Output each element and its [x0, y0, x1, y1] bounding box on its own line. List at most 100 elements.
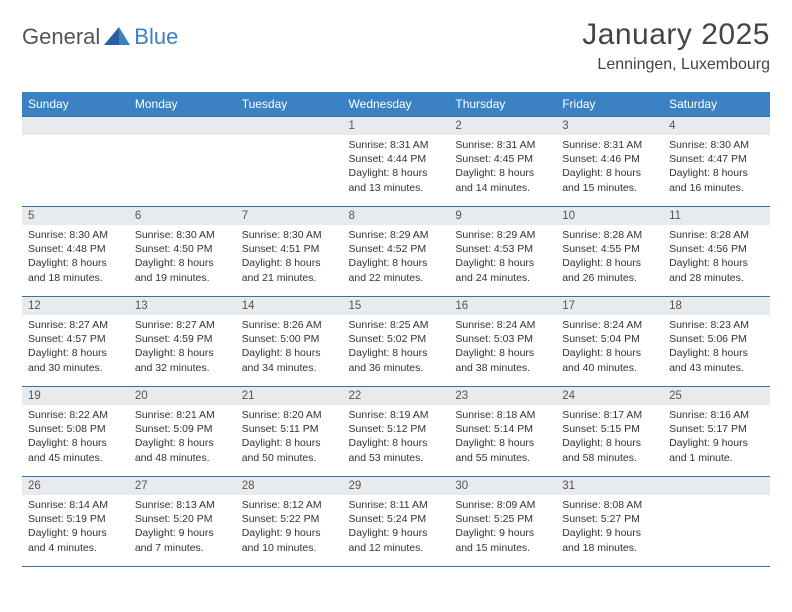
day-number: 11: [663, 207, 770, 225]
calendar-day-cell: 20Sunrise: 8:21 AMSunset: 5:09 PMDayligh…: [129, 387, 236, 477]
weekday-header: Friday: [556, 92, 663, 117]
day-number: 18: [663, 297, 770, 315]
calendar-day-cell: 27Sunrise: 8:13 AMSunset: 5:20 PMDayligh…: [129, 477, 236, 567]
calendar-body: 1Sunrise: 8:31 AMSunset: 4:44 PMDaylight…: [22, 117, 770, 567]
day-number-empty: [22, 117, 129, 135]
day-details: Sunrise: 8:20 AMSunset: 5:11 PMDaylight:…: [236, 405, 343, 471]
calendar-day-cell: 23Sunrise: 8:18 AMSunset: 5:14 PMDayligh…: [449, 387, 556, 477]
calendar-week-row: 19Sunrise: 8:22 AMSunset: 5:08 PMDayligh…: [22, 387, 770, 477]
calendar-day-cell: 2Sunrise: 8:31 AMSunset: 4:45 PMDaylight…: [449, 117, 556, 207]
calendar-day-cell: 25Sunrise: 8:16 AMSunset: 5:17 PMDayligh…: [663, 387, 770, 477]
calendar-week-row: 12Sunrise: 8:27 AMSunset: 4:57 PMDayligh…: [22, 297, 770, 387]
day-number: 8: [343, 207, 450, 225]
day-number: 14: [236, 297, 343, 315]
day-number: 27: [129, 477, 236, 495]
calendar-day-cell: [663, 477, 770, 567]
calendar-table: Sunday Monday Tuesday Wednesday Thursday…: [22, 92, 770, 567]
day-number-empty: [236, 117, 343, 135]
header: General Blue January 2025 Lenningen, Lux…: [22, 18, 770, 74]
calendar-week-row: 26Sunrise: 8:14 AMSunset: 5:19 PMDayligh…: [22, 477, 770, 567]
day-details: Sunrise: 8:13 AMSunset: 5:20 PMDaylight:…: [129, 495, 236, 561]
day-number: 28: [236, 477, 343, 495]
weekday-header-row: Sunday Monday Tuesday Wednesday Thursday…: [22, 92, 770, 117]
day-details: Sunrise: 8:31 AMSunset: 4:45 PMDaylight:…: [449, 135, 556, 201]
weekday-header: Sunday: [22, 92, 129, 117]
brand-part1: General: [22, 24, 100, 50]
day-details: Sunrise: 8:27 AMSunset: 4:59 PMDaylight:…: [129, 315, 236, 381]
title-block: January 2025 Lenningen, Luxembourg: [582, 18, 770, 74]
day-number: 1: [343, 117, 450, 135]
day-details: Sunrise: 8:21 AMSunset: 5:09 PMDaylight:…: [129, 405, 236, 471]
day-number: 17: [556, 297, 663, 315]
calendar-day-cell: 31Sunrise: 8:08 AMSunset: 5:27 PMDayligh…: [556, 477, 663, 567]
calendar-day-cell: 15Sunrise: 8:25 AMSunset: 5:02 PMDayligh…: [343, 297, 450, 387]
day-details: Sunrise: 8:31 AMSunset: 4:44 PMDaylight:…: [343, 135, 450, 201]
calendar-day-cell: 6Sunrise: 8:30 AMSunset: 4:50 PMDaylight…: [129, 207, 236, 297]
day-details: Sunrise: 8:29 AMSunset: 4:53 PMDaylight:…: [449, 225, 556, 291]
calendar-day-cell: [129, 117, 236, 207]
calendar-week-row: 1Sunrise: 8:31 AMSunset: 4:44 PMDaylight…: [22, 117, 770, 207]
calendar-day-cell: 5Sunrise: 8:30 AMSunset: 4:48 PMDaylight…: [22, 207, 129, 297]
calendar-day-cell: 24Sunrise: 8:17 AMSunset: 5:15 PMDayligh…: [556, 387, 663, 477]
day-number: 9: [449, 207, 556, 225]
day-number: 2: [449, 117, 556, 135]
day-details: Sunrise: 8:19 AMSunset: 5:12 PMDaylight:…: [343, 405, 450, 471]
calendar-day-cell: 28Sunrise: 8:12 AMSunset: 5:22 PMDayligh…: [236, 477, 343, 567]
day-details: Sunrise: 8:29 AMSunset: 4:52 PMDaylight:…: [343, 225, 450, 291]
day-number: 24: [556, 387, 663, 405]
day-number: 31: [556, 477, 663, 495]
day-details: Sunrise: 8:28 AMSunset: 4:55 PMDaylight:…: [556, 225, 663, 291]
day-number: 19: [22, 387, 129, 405]
calendar-day-cell: 12Sunrise: 8:27 AMSunset: 4:57 PMDayligh…: [22, 297, 129, 387]
day-details: Sunrise: 8:30 AMSunset: 4:50 PMDaylight:…: [129, 225, 236, 291]
calendar-day-cell: 16Sunrise: 8:24 AMSunset: 5:03 PMDayligh…: [449, 297, 556, 387]
day-details: Sunrise: 8:09 AMSunset: 5:25 PMDaylight:…: [449, 495, 556, 561]
day-details: Sunrise: 8:30 AMSunset: 4:48 PMDaylight:…: [22, 225, 129, 291]
calendar-week-row: 5Sunrise: 8:30 AMSunset: 4:48 PMDaylight…: [22, 207, 770, 297]
calendar-day-cell: 14Sunrise: 8:26 AMSunset: 5:00 PMDayligh…: [236, 297, 343, 387]
calendar-day-cell: [236, 117, 343, 207]
brand-logo: General Blue: [22, 24, 178, 50]
day-number: 30: [449, 477, 556, 495]
calendar-day-cell: 7Sunrise: 8:30 AMSunset: 4:51 PMDaylight…: [236, 207, 343, 297]
weekday-header: Wednesday: [343, 92, 450, 117]
calendar-day-cell: 1Sunrise: 8:31 AMSunset: 4:44 PMDaylight…: [343, 117, 450, 207]
day-details: Sunrise: 8:27 AMSunset: 4:57 PMDaylight:…: [22, 315, 129, 381]
day-number-empty: [663, 477, 770, 495]
day-number: 23: [449, 387, 556, 405]
calendar-day-cell: 11Sunrise: 8:28 AMSunset: 4:56 PMDayligh…: [663, 207, 770, 297]
calendar-day-cell: 4Sunrise: 8:30 AMSunset: 4:47 PMDaylight…: [663, 117, 770, 207]
day-number: 16: [449, 297, 556, 315]
calendar-day-cell: 9Sunrise: 8:29 AMSunset: 4:53 PMDaylight…: [449, 207, 556, 297]
day-number: 15: [343, 297, 450, 315]
calendar-day-cell: 17Sunrise: 8:24 AMSunset: 5:04 PMDayligh…: [556, 297, 663, 387]
day-number: 25: [663, 387, 770, 405]
calendar-day-cell: 10Sunrise: 8:28 AMSunset: 4:55 PMDayligh…: [556, 207, 663, 297]
day-details: Sunrise: 8:25 AMSunset: 5:02 PMDaylight:…: [343, 315, 450, 381]
logo-triangle-icon: [104, 27, 130, 47]
day-details: Sunrise: 8:22 AMSunset: 5:08 PMDaylight:…: [22, 405, 129, 471]
calendar-day-cell: 30Sunrise: 8:09 AMSunset: 5:25 PMDayligh…: [449, 477, 556, 567]
day-details: Sunrise: 8:28 AMSunset: 4:56 PMDaylight:…: [663, 225, 770, 291]
day-details: Sunrise: 8:26 AMSunset: 5:00 PMDaylight:…: [236, 315, 343, 381]
day-details: Sunrise: 8:17 AMSunset: 5:15 PMDaylight:…: [556, 405, 663, 471]
day-number: 5: [22, 207, 129, 225]
calendar-day-cell: [22, 117, 129, 207]
day-number: 10: [556, 207, 663, 225]
day-details: Sunrise: 8:14 AMSunset: 5:19 PMDaylight:…: [22, 495, 129, 561]
day-details: Sunrise: 8:08 AMSunset: 5:27 PMDaylight:…: [556, 495, 663, 561]
calendar-day-cell: 26Sunrise: 8:14 AMSunset: 5:19 PMDayligh…: [22, 477, 129, 567]
day-details: Sunrise: 8:18 AMSunset: 5:14 PMDaylight:…: [449, 405, 556, 471]
location-label: Lenningen, Luxembourg: [582, 56, 770, 74]
day-details: Sunrise: 8:23 AMSunset: 5:06 PMDaylight:…: [663, 315, 770, 381]
calendar-day-cell: 13Sunrise: 8:27 AMSunset: 4:59 PMDayligh…: [129, 297, 236, 387]
day-details: Sunrise: 8:12 AMSunset: 5:22 PMDaylight:…: [236, 495, 343, 561]
day-number: 3: [556, 117, 663, 135]
day-details: Sunrise: 8:30 AMSunset: 4:51 PMDaylight:…: [236, 225, 343, 291]
calendar-day-cell: 19Sunrise: 8:22 AMSunset: 5:08 PMDayligh…: [22, 387, 129, 477]
brand-part2: Blue: [134, 24, 178, 50]
day-number: 29: [343, 477, 450, 495]
day-details: Sunrise: 8:24 AMSunset: 5:04 PMDaylight:…: [556, 315, 663, 381]
weekday-header: Monday: [129, 92, 236, 117]
calendar-day-cell: 3Sunrise: 8:31 AMSunset: 4:46 PMDaylight…: [556, 117, 663, 207]
